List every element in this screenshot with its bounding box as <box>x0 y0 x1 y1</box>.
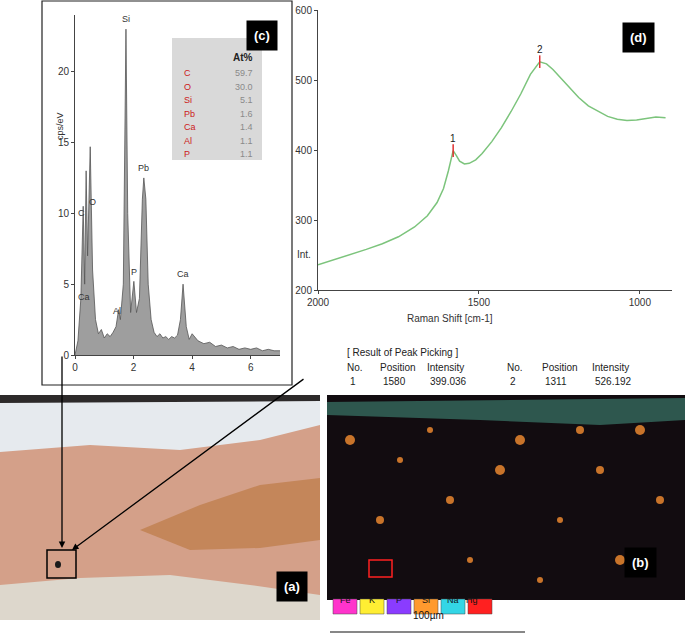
svg-text:C: C <box>184 68 191 78</box>
svg-text:0: 0 <box>63 350 69 361</box>
svg-text:Si: Si <box>422 595 430 605</box>
svg-text:At%: At% <box>233 52 253 63</box>
svg-text:No.: No. <box>347 362 363 373</box>
svg-text:Fe: Fe <box>340 595 351 605</box>
svg-text:Al: Al <box>113 306 121 316</box>
svg-text:5: 5 <box>63 279 69 290</box>
svg-text:(d): (d) <box>630 30 647 45</box>
svg-text:2000: 2000 <box>307 297 330 308</box>
svg-text:Raman Shift [cm-1]: Raman Shift [cm-1] <box>407 313 493 324</box>
svg-text:15: 15 <box>58 137 70 148</box>
svg-text:(c): (c) <box>254 28 270 43</box>
svg-text:1.1: 1.1 <box>240 136 253 146</box>
svg-text:10: 10 <box>58 208 70 219</box>
svg-text:O: O <box>89 197 96 207</box>
svg-text:1000: 1000 <box>629 297 652 308</box>
svg-text:Ca: Ca <box>177 269 189 279</box>
svg-text:100µm: 100µm <box>413 610 444 621</box>
svg-text:1311: 1311 <box>545 376 567 387</box>
svg-text:Position: Position <box>542 362 578 373</box>
svg-text:Al: Al <box>184 136 192 146</box>
svg-text:(b): (b) <box>632 555 649 570</box>
svg-text:No.: No. <box>507 362 523 373</box>
svg-text:600: 600 <box>295 5 312 16</box>
svg-text:5.1: 5.1 <box>240 95 253 105</box>
svg-text:Int.: Int. <box>297 249 311 260</box>
svg-text:400: 400 <box>295 145 312 156</box>
svg-text:1.1: 1.1 <box>240 149 253 159</box>
svg-text:K: K <box>369 595 375 605</box>
svg-text:[ Result of Peak Picking ]: [ Result of Peak Picking ] <box>347 347 458 358</box>
svg-text:59.7: 59.7 <box>235 68 253 78</box>
svg-text:Si: Si <box>122 14 130 24</box>
svg-text:200: 200 <box>295 285 312 296</box>
svg-text:Ca: Ca <box>184 122 196 132</box>
svg-text:(a): (a) <box>284 579 300 594</box>
svg-text:399.036: 399.036 <box>430 376 467 387</box>
svg-text:C: C <box>78 208 85 218</box>
svg-text:Pb: Pb <box>138 163 149 173</box>
svg-text:500: 500 <box>295 75 312 86</box>
svg-text:1.6: 1.6 <box>240 109 253 119</box>
svg-text:4: 4 <box>189 362 195 373</box>
svg-text:30.0: 30.0 <box>235 82 253 92</box>
svg-text:Na: Na <box>447 595 459 605</box>
svg-text:Pb: Pb <box>184 109 195 119</box>
svg-text:526.192: 526.192 <box>595 376 632 387</box>
svg-text:1: 1 <box>350 376 356 387</box>
svg-text:2: 2 <box>510 376 516 387</box>
svg-text:300: 300 <box>295 215 312 226</box>
svg-text:20: 20 <box>58 66 70 77</box>
svg-text:P: P <box>131 267 137 277</box>
svg-text:2: 2 <box>537 44 543 55</box>
svg-text:cps/eV: cps/eV <box>55 112 65 140</box>
svg-text:P: P <box>184 149 190 159</box>
svg-text:2: 2 <box>131 362 137 373</box>
svg-text:1500: 1500 <box>468 297 491 308</box>
svg-text:1: 1 <box>450 133 456 144</box>
svg-text:O: O <box>184 82 191 92</box>
svg-text:Position: Position <box>380 362 416 373</box>
svg-text:1.4: 1.4 <box>240 122 253 132</box>
svg-text:0: 0 <box>72 362 78 373</box>
svg-text:6: 6 <box>248 362 254 373</box>
svg-text:P: P <box>396 595 402 605</box>
svg-text:Ca: Ca <box>78 292 90 302</box>
svg-text:Hg: Hg <box>466 595 478 605</box>
svg-text:Intensity: Intensity <box>592 362 629 373</box>
svg-text:Intensity: Intensity <box>427 362 464 373</box>
svg-text:Si: Si <box>184 95 192 105</box>
svg-text:1580: 1580 <box>383 376 406 387</box>
